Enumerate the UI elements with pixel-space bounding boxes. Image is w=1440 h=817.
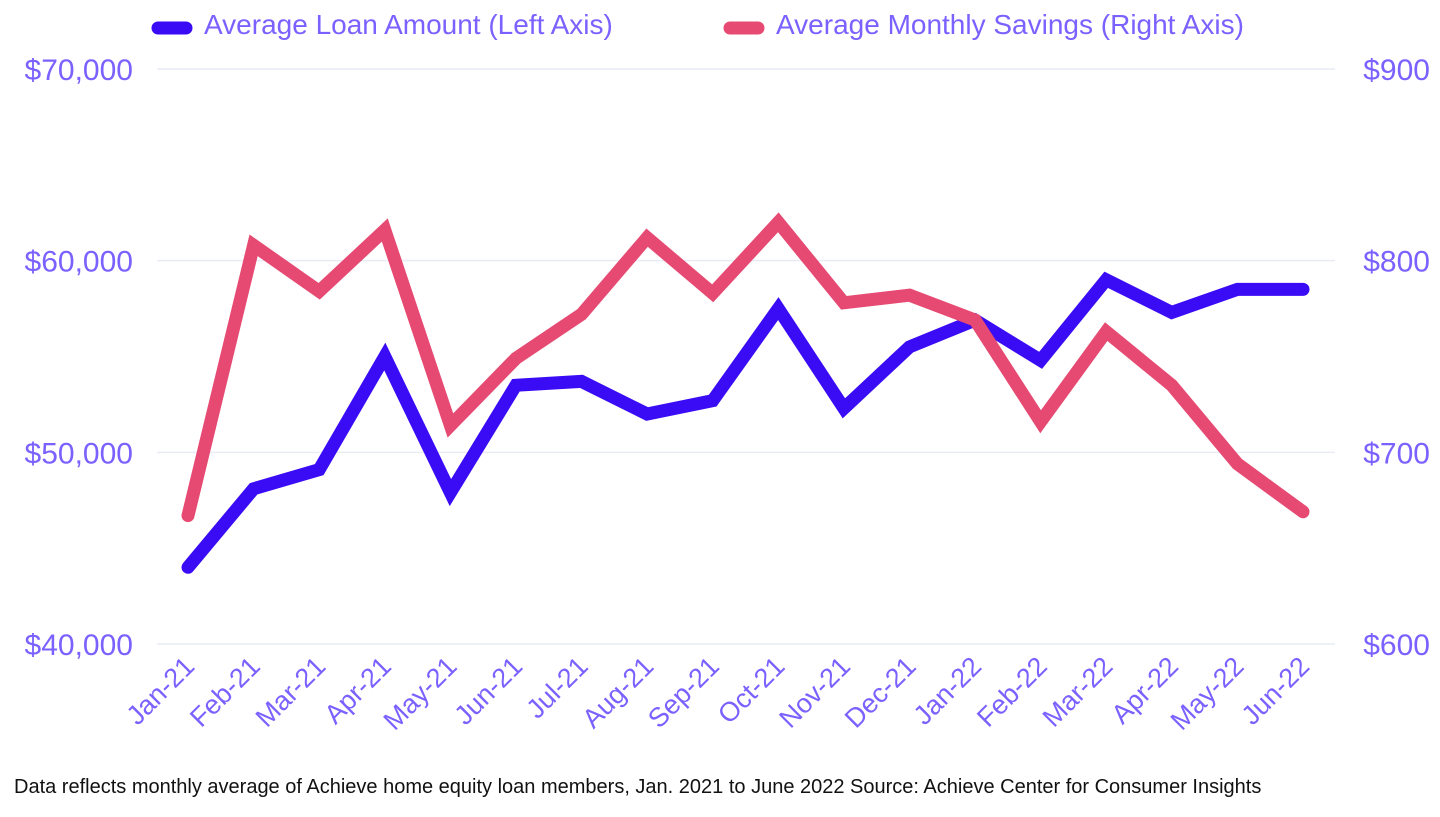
x-tick-label: Aug-21 xyxy=(577,651,660,734)
x-tick-label: May-21 xyxy=(378,651,463,736)
left-y-tick-label: $70,000 xyxy=(25,54,133,87)
left-y-axis: $40,000 $50,000 $60,000 $70,000 xyxy=(25,54,133,662)
x-tick-label: Mar-21 xyxy=(250,651,332,733)
x-axis: Jan-21Feb-21Mar-21Apr-21May-21Jun-21Jul-… xyxy=(121,651,1316,736)
right-y-axis: $600 $700 $800 $900 xyxy=(1363,54,1430,662)
left-y-tick-label: $60,000 xyxy=(25,246,133,279)
legend: Average Loan Amount (Left Axis) Average M… xyxy=(151,9,1244,40)
x-tick-label: Jan-21 xyxy=(121,651,201,731)
x-tick-label: Nov-21 xyxy=(773,651,856,734)
x-tick-label: Jan-22 xyxy=(908,651,988,731)
x-tick-label: Jun-21 xyxy=(449,651,529,731)
left-y-tick-label: $40,000 xyxy=(25,629,133,662)
dual-axis-line-chart: Average Loan Amount (Left Axis) Average M… xyxy=(25,9,1430,736)
series-line-loan-amount xyxy=(181,271,1310,574)
series-lines xyxy=(181,212,1310,574)
x-tick-label: Sep-21 xyxy=(642,651,725,734)
x-tick-label: Feb-22 xyxy=(971,651,1053,733)
right-y-tick-label: $800 xyxy=(1363,246,1430,279)
left-y-tick-label: $50,000 xyxy=(25,437,133,470)
x-tick-label: Feb-21 xyxy=(184,651,266,733)
x-tick-label: Dec-21 xyxy=(839,651,922,734)
right-y-tick-label: $900 xyxy=(1363,54,1430,87)
right-y-tick-label: $700 xyxy=(1363,437,1430,470)
x-tick-label: Jun-22 xyxy=(1236,651,1316,731)
right-y-tick-label: $600 xyxy=(1363,629,1430,662)
legend-label: Average Loan Amount (Left Axis) xyxy=(204,9,613,40)
x-tick-label: Mar-22 xyxy=(1037,651,1119,733)
legend-label: Average Monthly Savings (Right Axis) xyxy=(776,9,1244,40)
series-line-monthly-savings xyxy=(181,212,1310,523)
x-tick-label: May-22 xyxy=(1165,651,1250,736)
chart-caption: Data reflects monthly average of Achieve… xyxy=(14,776,1262,798)
